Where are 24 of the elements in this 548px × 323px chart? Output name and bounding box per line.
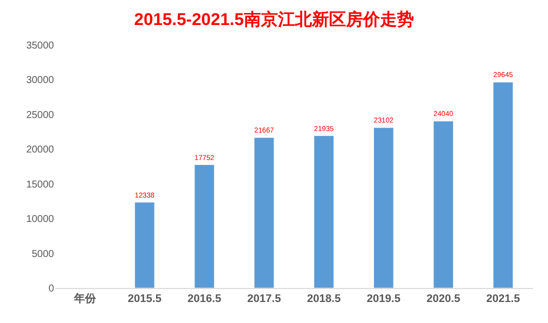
x-tick-label: 2018.5 (307, 293, 341, 306)
y-tick-label: 10000 (26, 214, 54, 226)
bar (433, 120, 454, 288)
y-tick-label: 35000 (26, 40, 54, 52)
bar (254, 137, 274, 288)
bar (194, 164, 214, 288)
y-tick-label: 25000 (26, 110, 54, 121)
chart-title: 2015.5-2021.5南京江北新区房价走势 (134, 10, 414, 29)
bar (134, 202, 155, 288)
x-tick-label: 2017.5 (247, 293, 281, 306)
y-tick-label: 5000 (32, 248, 54, 260)
bar (493, 82, 514, 288)
x-tick-label: 2015.5 (128, 293, 162, 306)
x-tick-label: 2016.5 (188, 293, 222, 306)
x-tick-label: 2020.5 (426, 293, 460, 306)
y-tick-label: 0 (48, 284, 54, 294)
y-tick-label: 20000 (26, 144, 54, 156)
y-tick-label: 30000 (26, 75, 54, 86)
bar (374, 127, 394, 288)
x-tick-label: 2021.5 (486, 293, 520, 306)
x-tick-label: 2019.5 (366, 293, 400, 306)
x-tick-label: 年份 (72, 292, 97, 306)
bar (314, 135, 334, 288)
y-tick-label: 15000 (26, 179, 54, 190)
